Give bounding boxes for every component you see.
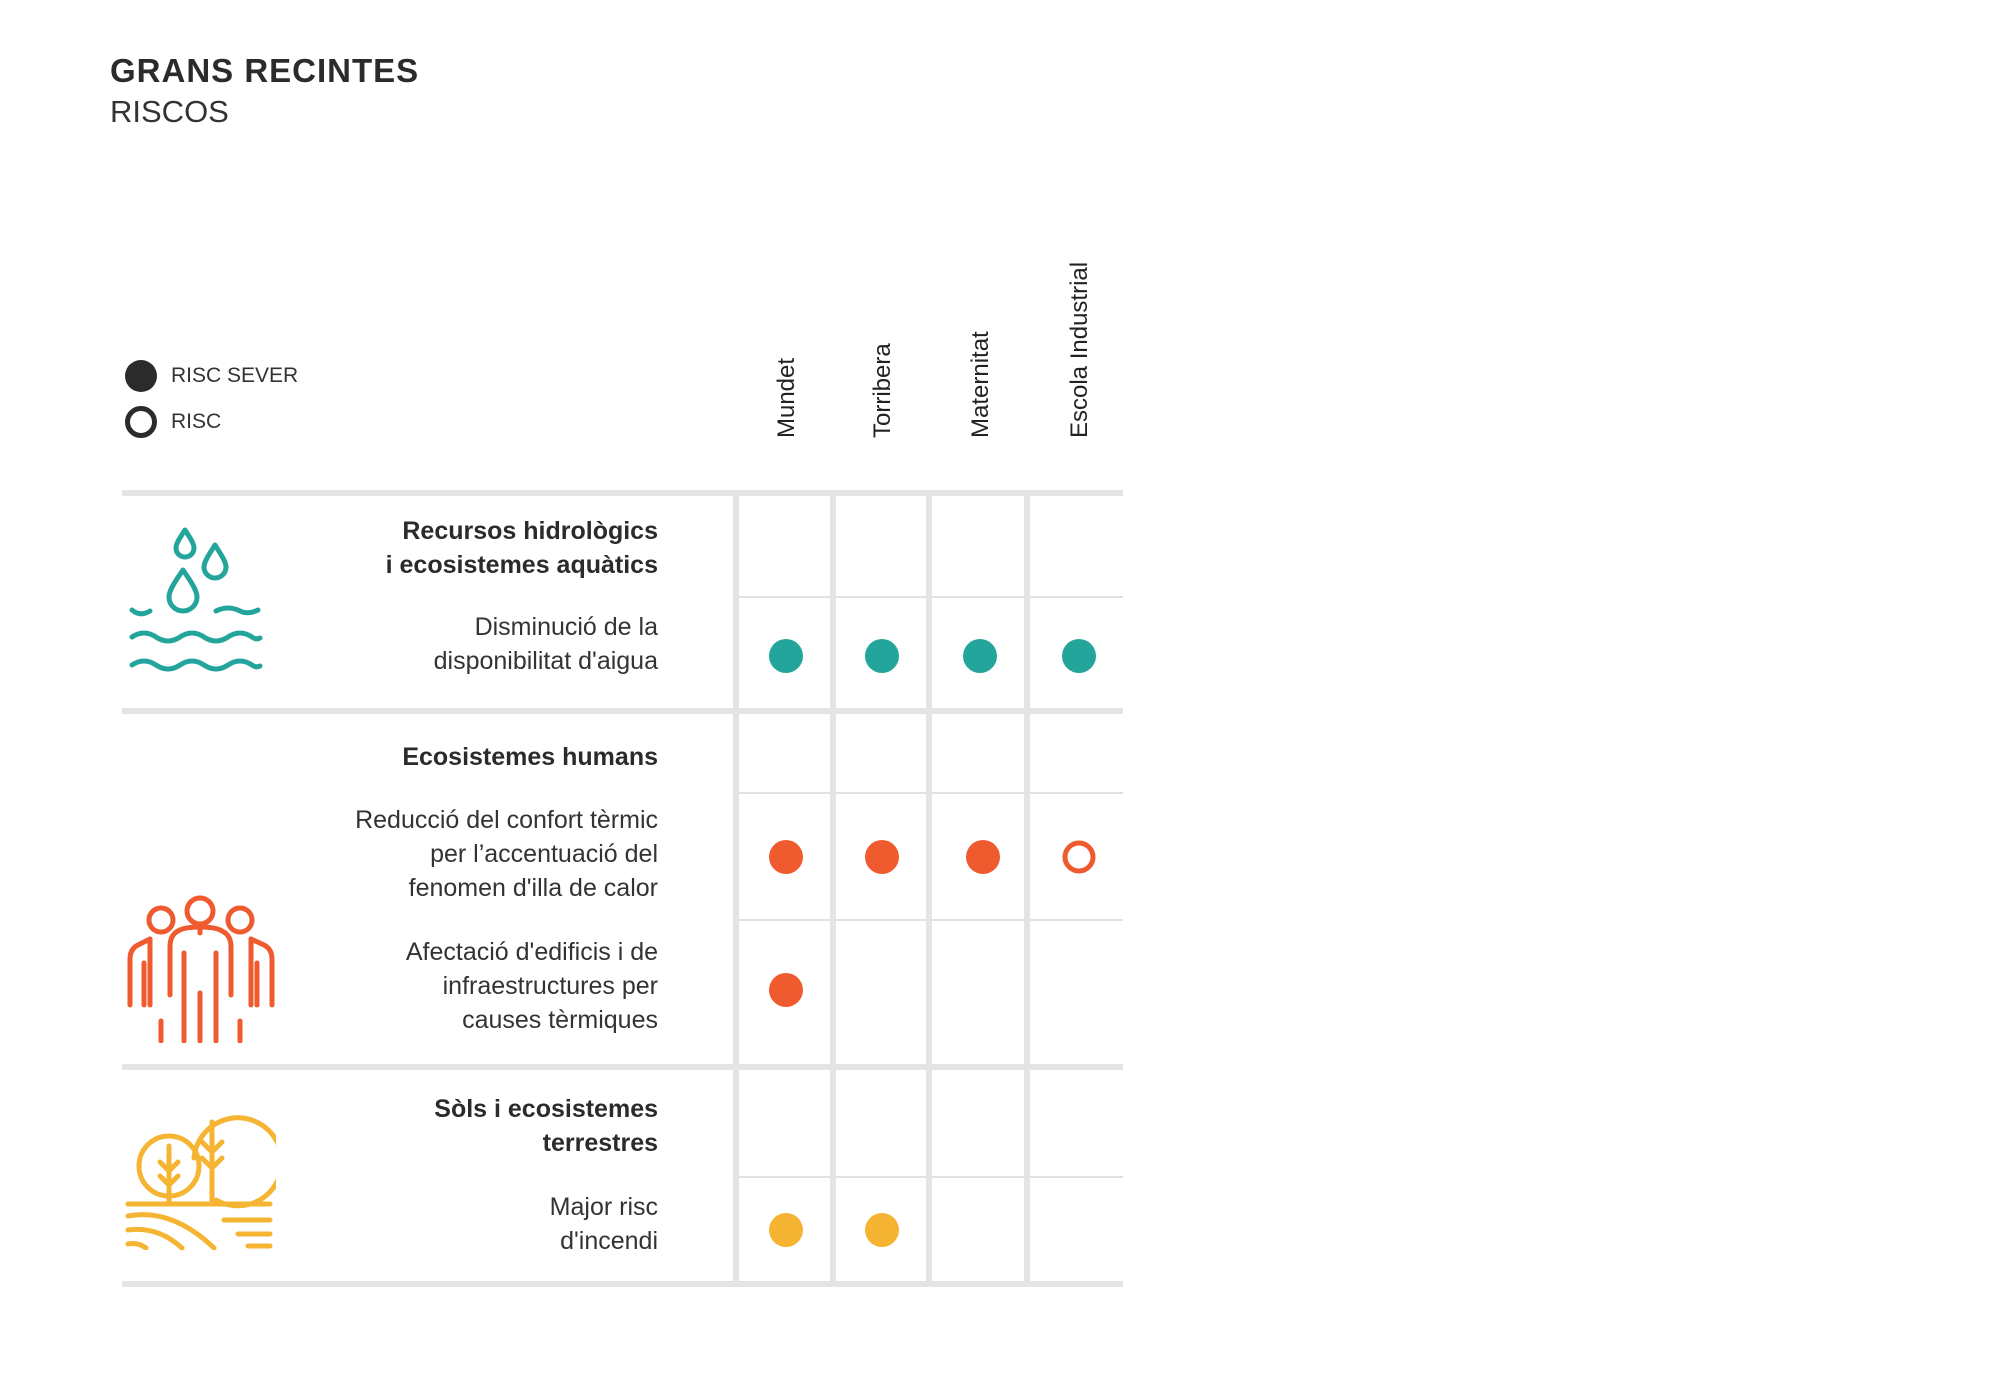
page-title: GRANS RECINTES — [110, 52, 420, 89]
section-title-water: Recursos hidrològics i ecosistemes aquàti… — [385, 517, 658, 579]
risk-dot-severe — [769, 639, 803, 673]
table-divider — [122, 1064, 1123, 1070]
column-divider — [733, 494, 739, 1285]
table-divider — [122, 708, 1123, 714]
column-divider — [1024, 494, 1030, 1285]
risk-label-thermal-comfort: Reducció del confort tèrmic per l’accentu… — [355, 806, 658, 902]
risk-dot-severe — [769, 1213, 803, 1247]
risk-dot-severe — [966, 840, 1000, 874]
legend-label: RISC — [171, 410, 222, 433]
legend-item-risk: RISC — [125, 405, 221, 439]
page-subtitle: RISCOS — [110, 94, 229, 129]
risk-dot-severe — [769, 973, 803, 1007]
risk-dot-risk — [1062, 840, 1096, 874]
table-divider — [122, 490, 1123, 496]
risk-label-fire: Major risc d'incendi — [549, 1193, 658, 1255]
risk-dot-severe — [865, 639, 899, 673]
section-title-human: Ecosistemes humans — [402, 743, 658, 771]
risk-label-water-availability: Disminució de la disponibilitat d'aigua — [433, 613, 658, 675]
risk-dot-severe — [865, 840, 899, 874]
column-divider — [926, 494, 932, 1285]
people-group-icon — [127, 895, 275, 1043]
outline-circle-icon — [125, 406, 157, 438]
risk-dot-severe — [769, 840, 803, 874]
risk-dot-severe — [1062, 639, 1096, 673]
water-drops-waves-icon — [129, 527, 263, 672]
filled-circle-icon — [125, 360, 157, 392]
risk-dot-severe — [963, 639, 997, 673]
risk-label-buildings: Afectació d'edificis i de infraestructure… — [405, 938, 658, 1034]
legend-item-severe: RISC SEVER — [125, 359, 298, 393]
trees-fields-icon — [125, 1115, 276, 1250]
legend-label: RISC SEVER — [171, 364, 299, 387]
table-divider — [122, 1281, 1123, 1287]
risk-dot-severe — [865, 1213, 899, 1247]
column-divider — [830, 494, 836, 1285]
section-title-soil: Sòls i ecosistemes terrestres — [434, 1095, 658, 1157]
